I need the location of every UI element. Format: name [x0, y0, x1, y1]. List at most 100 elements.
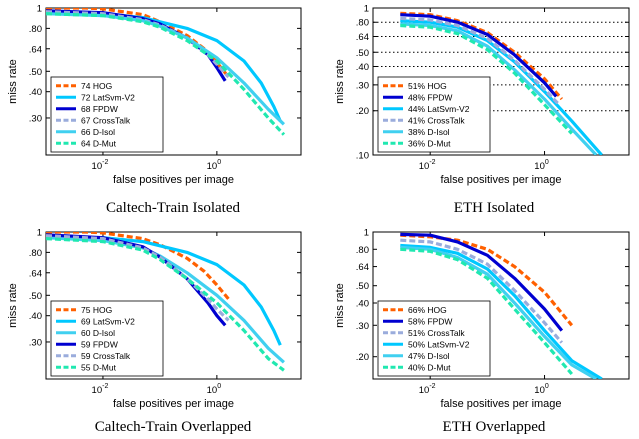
legend-label: 64 D-Mut [81, 138, 117, 148]
legend-box [377, 76, 491, 153]
y-tick-label: .20 [356, 106, 369, 117]
series-group [400, 11, 603, 155]
y-tick-label: .80 [356, 18, 369, 29]
series-line [400, 243, 603, 379]
legend-label: 36% D-Mut [408, 138, 451, 148]
legend-label: 51% HOG [408, 81, 447, 91]
y-axis-label: miss rate [334, 283, 346, 328]
y-tick-label: 1 [364, 4, 369, 15]
x-tick-exponent: 0 [217, 383, 221, 390]
y-tick-label: 1 [37, 228, 42, 239]
x-tick-exponent: 0 [217, 159, 221, 166]
legend-label: 59 CrossTalk [81, 351, 131, 361]
y-tick-label: .64 [356, 262, 369, 273]
y-tick-label: .40 [29, 87, 42, 98]
legend-label: 66% HOG [408, 305, 447, 315]
series-line [400, 247, 574, 376]
panel-caption: ETH Isolated [454, 200, 535, 216]
x-tick-label: 10-2 [419, 159, 436, 172]
y-tick-label: .50 [356, 48, 369, 59]
y-tick-label: .40 [29, 311, 42, 322]
x-axis-label: false positives per image [440, 398, 561, 410]
y-tick-label: .30 [29, 113, 42, 124]
series-line [400, 22, 598, 155]
panel-caption: Caltech-Train Isolated [106, 200, 240, 216]
legend-label: 66 D-Isol [81, 127, 115, 137]
y-tick-label: .64 [356, 32, 369, 43]
y-tick-label: .30 [29, 337, 42, 348]
x-tick-base: 10 [534, 161, 545, 172]
legend-label: 51% CrossTalk [408, 328, 465, 338]
x-tick-base: 10 [419, 161, 430, 172]
x-tick-base: 10 [92, 161, 103, 172]
x-tick-label: 100 [207, 159, 222, 172]
panel-caption: ETH Overlapped [443, 419, 546, 435]
x-axis-label: false positives per image [440, 174, 561, 186]
series-line [400, 23, 573, 135]
series-group [46, 8, 286, 136]
x-tick-label: 100 [534, 159, 549, 172]
legend-label: 38% D-Isol [408, 127, 450, 137]
series-line [46, 12, 286, 126]
legend-label: 44% LatSvm-V2 [408, 104, 470, 114]
y-axis-label: miss rate [334, 59, 346, 104]
legend-label: 74 HOG [81, 81, 112, 91]
y-tick-label: .50 [29, 291, 42, 302]
x-axis-label: false positives per image [113, 174, 234, 186]
panel-caption: Caltech-Train Overlapped [95, 419, 252, 435]
y-tick-label: .30 [356, 80, 369, 91]
series-line [46, 234, 230, 322]
legend-label: 60 D-Isol [81, 328, 115, 338]
legend-label: 47% D-Isol [408, 351, 450, 361]
x-tick-exponent: -2 [102, 383, 108, 390]
y-axis-label: miss rate [7, 59, 19, 104]
legend-label: 41% CrossTalk [408, 115, 465, 125]
y-axis-label: miss rate [7, 283, 19, 328]
legend-label: 72 LatSvm-V2 [81, 92, 135, 102]
legend-label: 68 FPDW [81, 104, 118, 114]
legend-label: 67 CrossTalk [81, 115, 131, 125]
x-tick-label: 10-2 [419, 383, 436, 396]
y-tick-label: .50 [356, 281, 369, 292]
series-line [400, 245, 598, 379]
x-tick-label: 10-2 [92, 159, 109, 172]
legend-label: 69 LatSvm-V2 [81, 316, 135, 326]
x-tick-base: 10 [92, 385, 103, 396]
series-line [46, 12, 286, 136]
legend-box [50, 76, 164, 153]
legend-label: 75 HOG [81, 305, 112, 315]
series-group [46, 232, 285, 372]
x-tick-exponent: 0 [545, 383, 549, 390]
x-tick-exponent: 0 [545, 159, 549, 166]
y-tick-label: .64 [29, 268, 42, 279]
y-tick-label: 1 [364, 228, 369, 239]
series-line [46, 236, 285, 364]
series-line [46, 237, 285, 372]
y-tick-label: .64 [29, 44, 42, 55]
y-tick-label: .40 [356, 62, 369, 73]
x-tick-exponent: -2 [429, 159, 435, 166]
x-tick-label: 100 [207, 383, 222, 396]
legend-box [377, 300, 491, 377]
y-tick-label: .80 [29, 248, 42, 259]
series-line [400, 16, 561, 106]
legend-label: 59 FPDW [81, 339, 118, 349]
legend-box [50, 300, 164, 377]
legend-label: 40% D-Mut [408, 362, 451, 372]
x-tick-base: 10 [207, 385, 218, 396]
series-line [400, 238, 564, 344]
series-group [400, 232, 603, 379]
y-tick-label: .40 [356, 298, 369, 309]
legend-label: 58% FPDW [408, 316, 452, 326]
y-tick-label: .10 [356, 151, 369, 162]
y-tick-label: .50 [29, 67, 42, 78]
x-axis-label: false positives per image [113, 398, 234, 410]
